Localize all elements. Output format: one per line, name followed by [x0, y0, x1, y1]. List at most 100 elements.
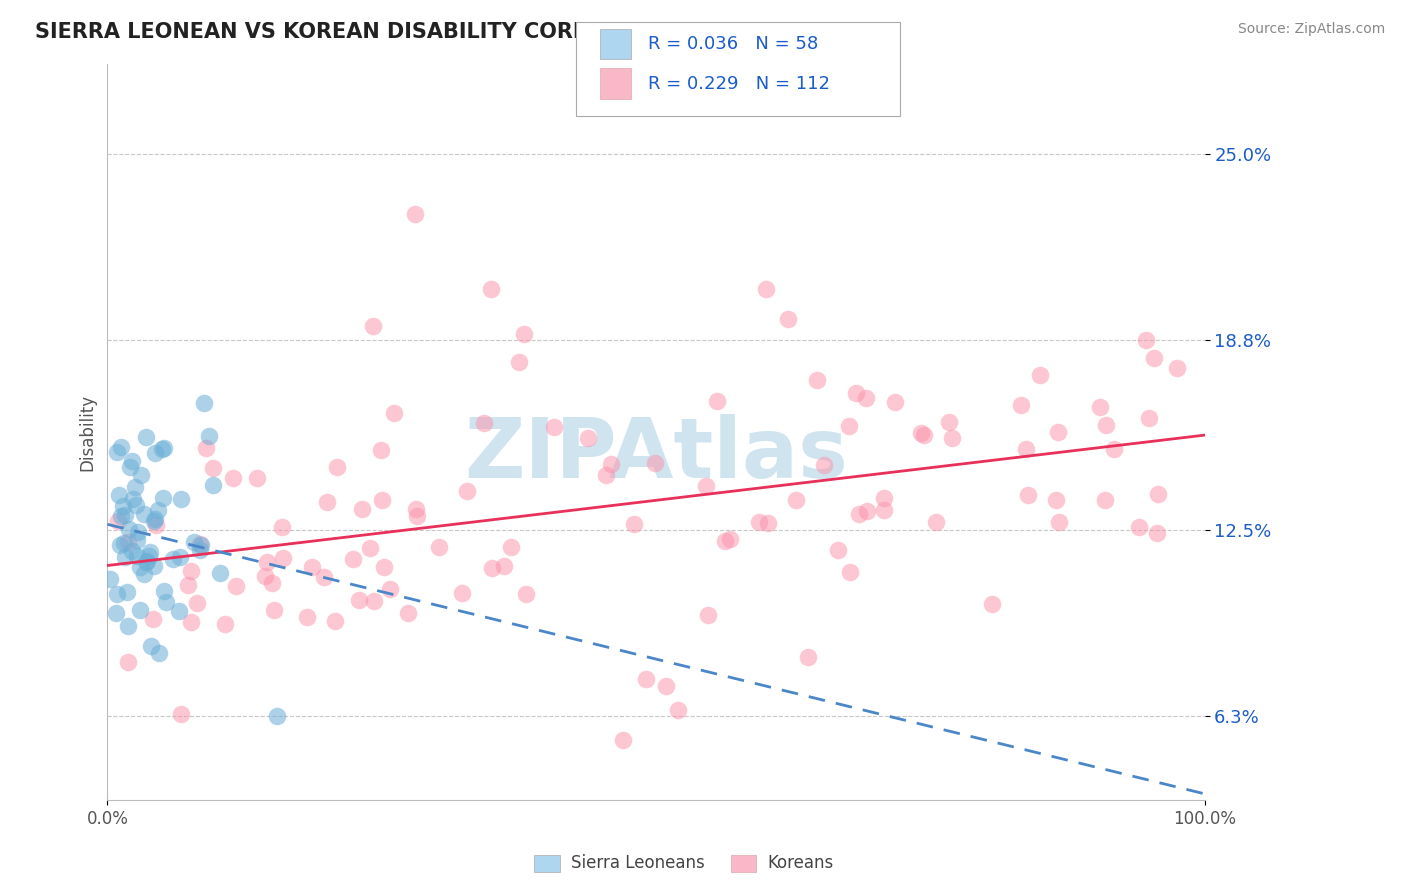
Point — [127, 525, 149, 540]
Point — [142, 559, 165, 574]
Point — [713, 534, 735, 549]
Point — [359, 541, 381, 555]
Text: Koreans: Koreans — [768, 855, 834, 872]
Point — [105, 606, 128, 620]
Point — [135, 555, 157, 569]
Point — [129, 603, 152, 617]
Point — [363, 594, 385, 608]
Point — [1137, 411, 1160, 425]
Point — [202, 460, 225, 475]
Point — [492, 558, 515, 573]
Text: ZIPAtlas: ZIPAtlas — [464, 414, 848, 495]
Point — [370, 442, 392, 457]
Point — [208, 566, 231, 580]
Point — [856, 504, 879, 518]
Point — [827, 543, 849, 558]
Y-axis label: Disability: Disability — [79, 393, 96, 471]
Point — [644, 456, 666, 470]
Point — [186, 596, 208, 610]
Text: R = 0.036   N = 58: R = 0.036 N = 58 — [648, 35, 818, 53]
Point — [1015, 442, 1038, 456]
Point — [912, 427, 935, 442]
Point — [125, 533, 148, 547]
Point — [177, 577, 200, 591]
Point — [170, 491, 193, 506]
Point — [201, 478, 224, 492]
Point — [695, 478, 717, 492]
Point — [855, 391, 877, 405]
Point — [813, 458, 835, 472]
Point — [197, 428, 219, 442]
Point — [472, 416, 495, 430]
Point — [117, 618, 139, 632]
Point — [696, 608, 718, 623]
Point — [112, 499, 135, 513]
Point — [110, 440, 132, 454]
Point — [112, 536, 135, 550]
Point — [323, 614, 346, 628]
Point — [326, 460, 349, 475]
Point — [117, 522, 139, 536]
Point — [143, 446, 166, 460]
Point — [128, 560, 150, 574]
Point — [1046, 425, 1069, 439]
Point — [479, 282, 502, 296]
Point — [139, 639, 162, 653]
Point — [382, 406, 405, 420]
Point — [785, 492, 807, 507]
Point — [273, 551, 295, 566]
Point — [301, 560, 323, 574]
Point — [131, 468, 153, 483]
Point — [117, 655, 139, 669]
Point — [152, 491, 174, 505]
Point — [115, 585, 138, 599]
Point — [122, 492, 145, 507]
Point — [190, 537, 212, 551]
Point — [297, 610, 319, 624]
Point — [883, 395, 905, 409]
Point — [1146, 526, 1168, 541]
Point — [120, 460, 142, 475]
Point — [1143, 351, 1166, 365]
Point — [139, 544, 162, 558]
Point — [1047, 515, 1070, 529]
Point — [666, 703, 689, 717]
Point — [117, 534, 139, 549]
Point — [162, 552, 184, 566]
Text: SIERRA LEONEAN VS KOREAN DISABILITY CORRELATION CHART: SIERRA LEONEAN VS KOREAN DISABILITY CORR… — [35, 22, 773, 42]
Point — [405, 501, 427, 516]
Point — [107, 514, 129, 528]
Point — [145, 517, 167, 532]
Point — [180, 564, 202, 578]
Point — [98, 572, 121, 586]
Point — [143, 512, 166, 526]
Point — [941, 431, 963, 445]
Point — [193, 396, 215, 410]
Point — [214, 616, 236, 631]
Point — [138, 549, 160, 563]
Point — [121, 543, 143, 558]
Point — [124, 498, 146, 512]
Point — [142, 612, 165, 626]
Point — [406, 508, 429, 523]
Point — [938, 415, 960, 429]
Point — [263, 603, 285, 617]
Point — [121, 454, 143, 468]
Point — [576, 431, 599, 445]
Point — [873, 503, 896, 517]
Point — [508, 355, 530, 369]
Point — [499, 540, 522, 554]
Point — [225, 579, 247, 593]
Point — [776, 312, 799, 326]
Point — [747, 516, 769, 530]
Point — [127, 549, 149, 563]
Point — [706, 394, 728, 409]
Point — [513, 327, 536, 342]
Point — [797, 650, 820, 665]
Point — [222, 471, 245, 485]
Point — [1010, 398, 1032, 412]
Point — [1095, 417, 1118, 432]
Point — [456, 483, 478, 498]
Point — [108, 488, 131, 502]
Point — [148, 646, 170, 660]
